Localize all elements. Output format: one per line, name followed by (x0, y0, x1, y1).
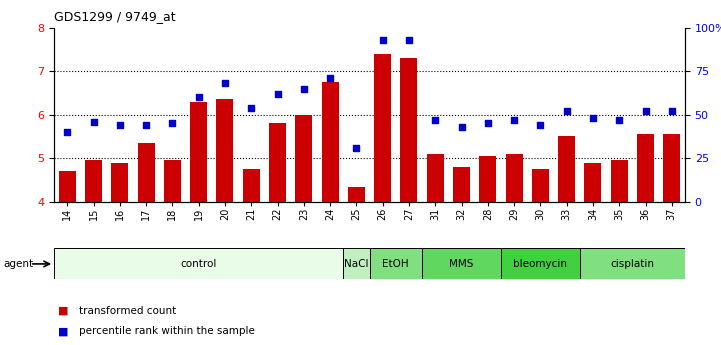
Text: NaCl: NaCl (344, 259, 368, 269)
Bar (216, 99, 234, 202)
Bar (585, 162, 601, 202)
Bar (479, 156, 496, 202)
Bar (453, 167, 470, 202)
Bar (611, 160, 628, 202)
Bar (369, 248, 422, 279)
Bar (138, 143, 154, 202)
Point (350, 145, 362, 150)
Bar (505, 154, 523, 202)
Bar (190, 102, 207, 202)
Bar (400, 58, 417, 202)
Bar (637, 134, 654, 202)
Bar (558, 137, 575, 202)
Bar (85, 160, 102, 202)
Text: cisplatin: cisplatin (611, 259, 655, 269)
Point (430, 117, 441, 123)
Point (324, 75, 336, 81)
Bar (343, 248, 369, 279)
Point (640, 108, 651, 114)
Bar (269, 124, 286, 202)
Bar (348, 187, 365, 202)
Bar (322, 82, 339, 202)
Bar (374, 54, 392, 202)
Point (219, 81, 231, 86)
Text: MMS: MMS (449, 259, 474, 269)
Point (534, 122, 546, 128)
Text: percentile rank within the sample: percentile rank within the sample (79, 326, 255, 336)
Text: bleomycin: bleomycin (513, 259, 567, 269)
Bar (663, 134, 681, 202)
Bar (422, 248, 501, 279)
Bar (58, 171, 76, 202)
Point (114, 122, 125, 128)
Text: EtOH: EtOH (382, 259, 409, 269)
Bar (164, 160, 181, 202)
Point (245, 105, 257, 110)
Bar (580, 248, 685, 279)
Bar (532, 169, 549, 202)
Bar (427, 154, 443, 202)
Text: transformed count: transformed count (79, 306, 177, 315)
Bar (501, 248, 580, 279)
Bar (54, 248, 343, 279)
Point (666, 108, 678, 114)
Bar (111, 162, 128, 202)
Text: agent: agent (4, 259, 34, 269)
Text: ■: ■ (58, 306, 68, 315)
Point (614, 117, 625, 123)
Point (377, 37, 389, 42)
Point (403, 37, 415, 42)
Point (298, 86, 309, 91)
Point (482, 121, 494, 126)
Point (61, 129, 73, 135)
Point (88, 119, 99, 125)
Point (141, 122, 152, 128)
Point (508, 117, 520, 123)
Point (167, 121, 178, 126)
Point (561, 108, 572, 114)
Point (272, 91, 283, 97)
Text: GDS1299 / 9749_at: GDS1299 / 9749_at (54, 10, 176, 23)
Point (587, 116, 598, 121)
Point (456, 124, 467, 130)
Text: ■: ■ (58, 326, 68, 336)
Text: control: control (180, 259, 217, 269)
Bar (243, 169, 260, 202)
Point (193, 95, 205, 100)
Bar (296, 115, 312, 202)
